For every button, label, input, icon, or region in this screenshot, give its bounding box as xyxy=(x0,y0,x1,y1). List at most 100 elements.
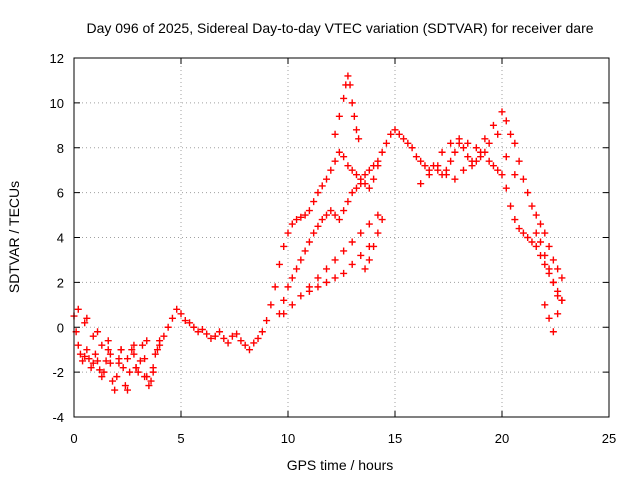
chart-title: Day 096 of 2025, Sidereal Day-to-day VTE… xyxy=(86,20,593,36)
data-point xyxy=(141,355,149,363)
data-point xyxy=(228,332,236,340)
data-point xyxy=(357,251,365,259)
data-point xyxy=(468,157,476,165)
data-point xyxy=(301,247,309,255)
data-point xyxy=(391,126,399,134)
data-point xyxy=(350,112,358,120)
data-point xyxy=(74,341,82,349)
y-tick-label: 4 xyxy=(57,231,64,246)
data-point xyxy=(558,296,566,304)
data-point xyxy=(297,213,305,221)
data-point xyxy=(151,350,159,358)
data-point xyxy=(425,171,433,179)
data-point xyxy=(434,162,442,170)
data-point xyxy=(395,130,403,138)
data-point xyxy=(198,325,206,333)
data-point xyxy=(477,148,485,156)
data-point xyxy=(280,310,288,318)
data-point xyxy=(153,346,161,354)
data-point xyxy=(76,350,84,358)
data-point xyxy=(352,126,360,134)
data-point xyxy=(335,216,343,224)
data-point xyxy=(340,247,348,255)
data-point xyxy=(141,373,149,381)
axis-ticks: 0 5 10 15 20 25 -4 -2 0 2 4 6 8 10 12 xyxy=(50,51,617,446)
data-point xyxy=(94,328,102,336)
data-point xyxy=(113,373,121,381)
data-point xyxy=(348,189,356,197)
data-point xyxy=(87,364,95,372)
data-point xyxy=(81,352,89,360)
data-point xyxy=(344,72,352,80)
y-tick-label: 8 xyxy=(57,141,64,156)
data-point xyxy=(331,157,339,165)
x-axis-label: GPS time / hours xyxy=(287,457,394,473)
data-point xyxy=(352,184,360,192)
data-point xyxy=(355,135,363,143)
data-point xyxy=(98,341,106,349)
data-point xyxy=(549,328,557,336)
data-point xyxy=(537,238,545,246)
data-point xyxy=(94,357,102,365)
data-point xyxy=(145,382,153,390)
data-point xyxy=(83,346,91,354)
data-point xyxy=(472,144,480,152)
data-point xyxy=(271,283,279,291)
data-point xyxy=(348,166,356,174)
data-point xyxy=(528,202,536,210)
data-point xyxy=(447,157,455,165)
data-point xyxy=(284,283,292,291)
data-point xyxy=(293,216,301,224)
data-point xyxy=(106,350,114,358)
x-tick-label: 5 xyxy=(177,431,184,446)
data-point xyxy=(117,346,125,354)
data-point xyxy=(323,265,331,273)
data-point xyxy=(100,368,108,376)
data-point xyxy=(515,225,523,233)
data-point xyxy=(554,265,562,273)
data-point xyxy=(305,287,313,295)
x-tick-label: 10 xyxy=(281,431,295,446)
data-point xyxy=(164,323,172,331)
x-tick-label: 0 xyxy=(70,431,77,446)
data-point xyxy=(412,153,420,161)
data-point xyxy=(507,202,515,210)
data-point xyxy=(447,139,455,147)
data-point xyxy=(327,166,335,174)
data-point xyxy=(348,260,356,268)
data-point xyxy=(541,229,549,237)
data-point xyxy=(357,180,365,188)
data-point xyxy=(143,337,151,345)
data-point xyxy=(438,148,446,156)
data-point xyxy=(280,296,288,304)
data-point xyxy=(224,339,232,347)
data-point xyxy=(494,130,502,138)
data-point xyxy=(511,139,519,147)
x-tick-label: 25 xyxy=(602,431,616,446)
data-point xyxy=(74,305,82,313)
data-point xyxy=(378,148,386,156)
data-point xyxy=(549,256,557,264)
data-point xyxy=(263,317,271,325)
data-point xyxy=(361,265,369,273)
data-point xyxy=(507,130,515,138)
data-point xyxy=(331,256,339,264)
data-point xyxy=(89,332,97,340)
data-point xyxy=(554,310,562,318)
data-point xyxy=(365,220,373,228)
data-point xyxy=(85,355,93,363)
data-point xyxy=(119,364,127,372)
data-point xyxy=(340,207,348,215)
data-point xyxy=(421,162,429,170)
data-point xyxy=(464,139,472,147)
data-point xyxy=(186,319,194,327)
data-point xyxy=(502,184,510,192)
data-point xyxy=(331,274,339,282)
data-point xyxy=(79,357,87,365)
data-point xyxy=(545,265,553,273)
data-point xyxy=(370,162,378,170)
data-point xyxy=(348,99,356,107)
